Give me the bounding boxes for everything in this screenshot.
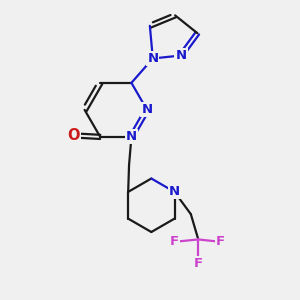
Text: N: N (142, 103, 153, 116)
Text: O: O (67, 128, 80, 143)
Text: N: N (169, 185, 180, 198)
Text: F: F (194, 257, 203, 270)
Text: N: N (147, 52, 158, 65)
Text: F: F (170, 235, 179, 248)
Text: N: N (176, 49, 187, 62)
Text: F: F (216, 235, 225, 248)
Text: N: N (126, 130, 137, 143)
